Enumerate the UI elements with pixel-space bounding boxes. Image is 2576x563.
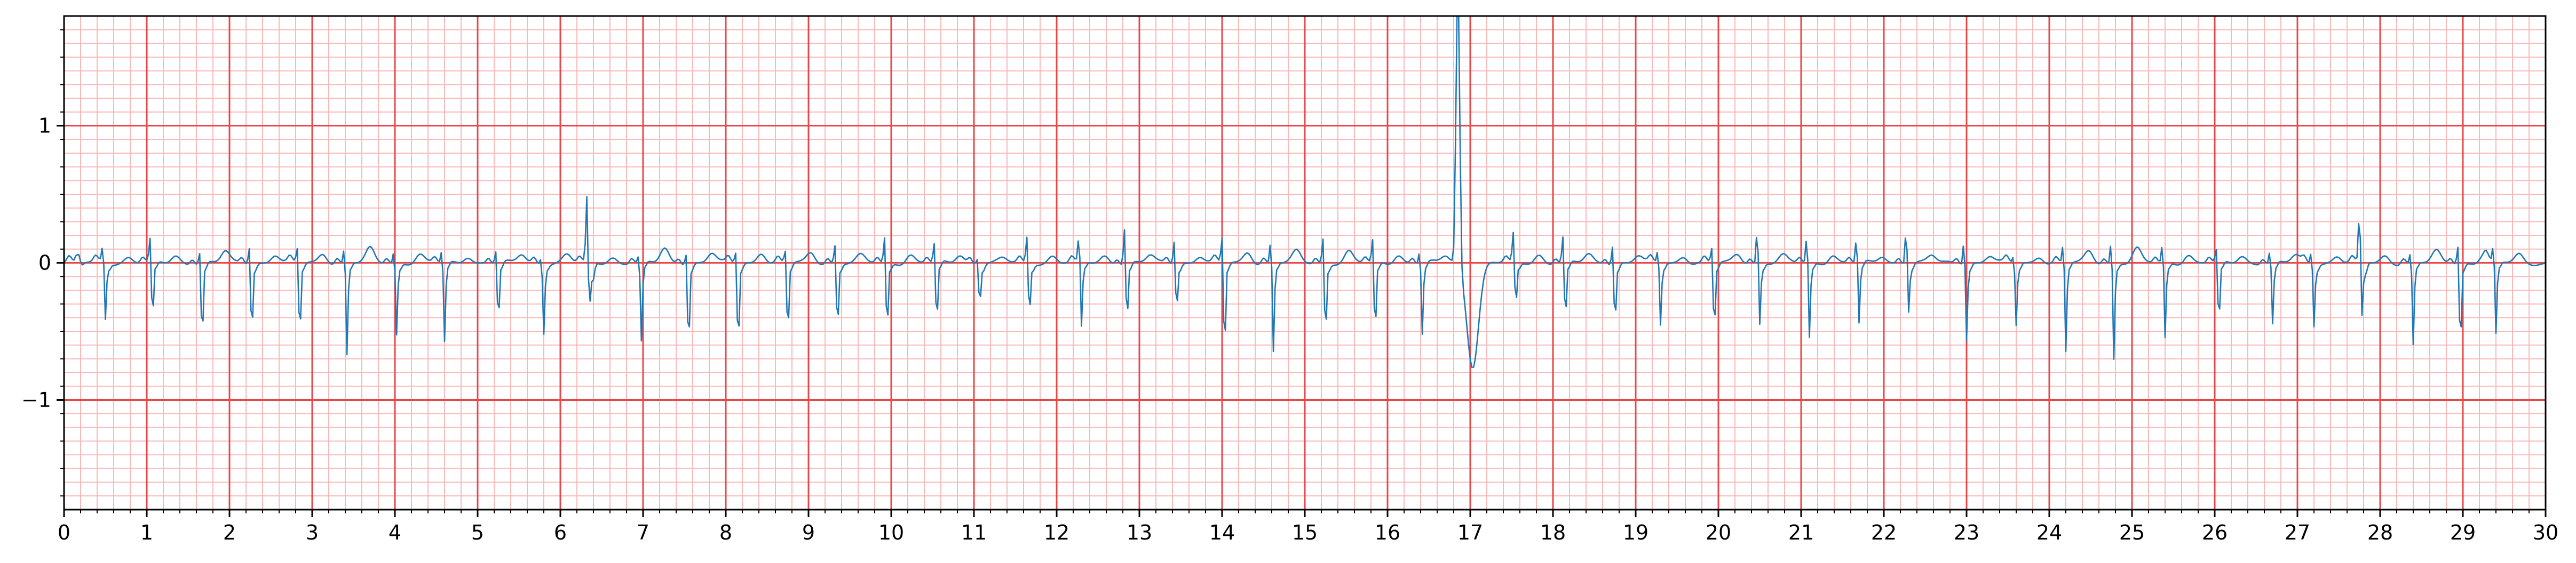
x-tick-label: 20 bbox=[1706, 521, 1731, 544]
y-tick-label: −1 bbox=[21, 388, 51, 411]
x-tick-label: 30 bbox=[2533, 521, 2558, 544]
x-tick-label: 7 bbox=[637, 521, 649, 544]
x-tick-label: 21 bbox=[1788, 521, 1814, 544]
x-tick-label: 25 bbox=[2119, 521, 2145, 544]
x-tick-label: 22 bbox=[1871, 521, 1897, 544]
x-tick-label: 15 bbox=[1292, 521, 1318, 544]
x-tick-label: 6 bbox=[554, 521, 567, 544]
x-tick-label: 13 bbox=[1127, 521, 1152, 544]
x-tick-label: 5 bbox=[471, 521, 484, 544]
tick-label-layer: 0 1 2 3 4 5 6 7 8 9 10 11 12 13 14 15 16 17 18 19 20 21 22 23 24… bbox=[21, 114, 2558, 544]
x-tick-label: 23 bbox=[1954, 521, 1979, 544]
y-tick-label: 0 bbox=[38, 251, 51, 275]
x-tick-label: 28 bbox=[2367, 521, 2393, 544]
x-tick-label: 3 bbox=[306, 521, 319, 544]
x-tick-label: 26 bbox=[2202, 521, 2228, 544]
x-tick-label: 4 bbox=[389, 521, 401, 544]
x-tick-label: 12 bbox=[1044, 521, 1069, 544]
ecg-signal-line bbox=[64, 15, 2546, 368]
x-tick-label: 24 bbox=[2036, 521, 2062, 544]
x-tick-label: 9 bbox=[802, 521, 815, 544]
x-tick-label: 14 bbox=[1209, 521, 1235, 544]
x-tick-label: 19 bbox=[1623, 521, 1648, 544]
x-tick-label: 16 bbox=[1375, 521, 1400, 544]
x-tick-label: 2 bbox=[223, 521, 236, 544]
x-tick-label: 10 bbox=[878, 521, 904, 544]
x-tick-label: 17 bbox=[1457, 521, 1483, 544]
x-tick-label: 11 bbox=[961, 521, 987, 544]
x-tick-label: 18 bbox=[1540, 521, 1566, 544]
x-tick-label: 0 bbox=[58, 521, 70, 544]
y-tick-label: 1 bbox=[38, 114, 51, 138]
x-tick-label: 1 bbox=[140, 521, 153, 544]
tick-layer bbox=[57, 29, 2547, 517]
x-tick-label: 29 bbox=[2450, 521, 2476, 544]
x-tick-label: 8 bbox=[719, 521, 732, 544]
series-layer bbox=[64, 15, 2546, 368]
major-grid bbox=[63, 16, 2547, 510]
x-tick-label: 27 bbox=[2285, 521, 2310, 544]
